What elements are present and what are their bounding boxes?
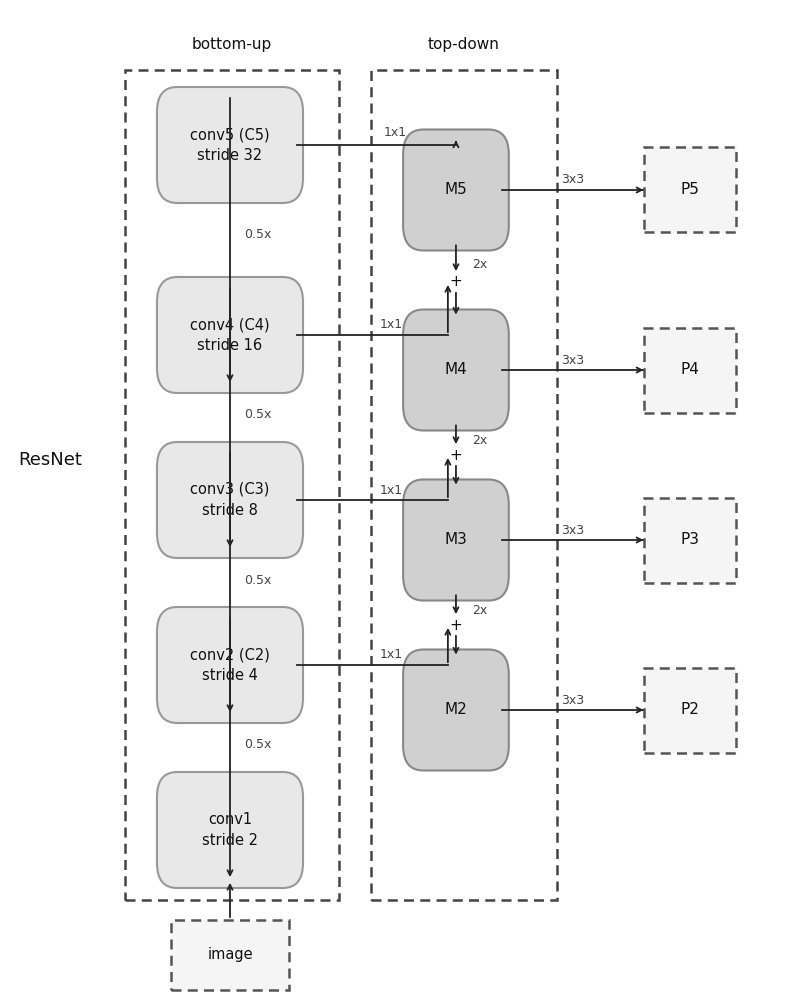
Text: conv1
stride 2: conv1 stride 2 — [202, 812, 258, 848]
Text: 3x3: 3x3 — [562, 523, 584, 536]
Text: +: + — [449, 274, 462, 290]
Bar — [643, 147, 736, 232]
Text: P4: P4 — [680, 362, 700, 377]
Text: conv5 (C5)
stride 32: conv5 (C5) stride 32 — [190, 127, 270, 163]
Text: conv2 (C2)
stride 4: conv2 (C2) stride 4 — [190, 647, 270, 683]
Text: +: + — [449, 448, 462, 462]
Text: ResNet: ResNet — [18, 451, 82, 469]
Text: +: + — [449, 617, 462, 633]
Bar — [643, 668, 736, 753]
FancyBboxPatch shape — [403, 650, 508, 770]
FancyBboxPatch shape — [157, 87, 303, 203]
Text: 1x1: 1x1 — [383, 126, 407, 139]
Text: M4: M4 — [445, 362, 467, 377]
Bar — [171, 920, 288, 990]
Text: 2x: 2x — [473, 603, 487, 616]
Text: 2x: 2x — [473, 258, 487, 271]
Bar — [125, 70, 339, 900]
Bar — [643, 497, 736, 582]
FancyBboxPatch shape — [403, 310, 508, 430]
Text: 3x3: 3x3 — [562, 354, 584, 366]
Text: bottom-up: bottom-up — [192, 37, 272, 52]
FancyBboxPatch shape — [403, 480, 508, 600]
Text: 0.5x: 0.5x — [245, 408, 272, 422]
FancyBboxPatch shape — [157, 772, 303, 888]
Text: P3: P3 — [680, 532, 700, 548]
Text: P5: P5 — [680, 182, 700, 198]
Text: 3x3: 3x3 — [562, 173, 584, 186]
Text: top-down: top-down — [428, 37, 500, 52]
Text: P2: P2 — [680, 702, 700, 718]
Text: 0.5x: 0.5x — [245, 229, 272, 241]
Text: 0.5x: 0.5x — [245, 738, 272, 752]
Text: 1x1: 1x1 — [379, 318, 403, 332]
Text: M2: M2 — [445, 702, 467, 718]
Text: conv3 (C3)
stride 8: conv3 (C3) stride 8 — [190, 482, 270, 518]
Text: 3x3: 3x3 — [562, 694, 584, 706]
Text: M3: M3 — [445, 532, 467, 548]
FancyBboxPatch shape — [157, 442, 303, 558]
Text: 0.5x: 0.5x — [245, 574, 272, 586]
Text: image: image — [207, 948, 253, 962]
FancyBboxPatch shape — [157, 607, 303, 723]
FancyBboxPatch shape — [403, 129, 508, 250]
Text: M5: M5 — [445, 182, 467, 198]
Text: conv4 (C4)
stride 16: conv4 (C4) stride 16 — [190, 317, 270, 353]
Text: 2x: 2x — [473, 434, 487, 446]
Text: 1x1: 1x1 — [379, 648, 403, 662]
Text: 1x1: 1x1 — [379, 484, 403, 496]
Bar — [643, 328, 736, 412]
Bar — [371, 70, 557, 900]
FancyBboxPatch shape — [157, 277, 303, 393]
